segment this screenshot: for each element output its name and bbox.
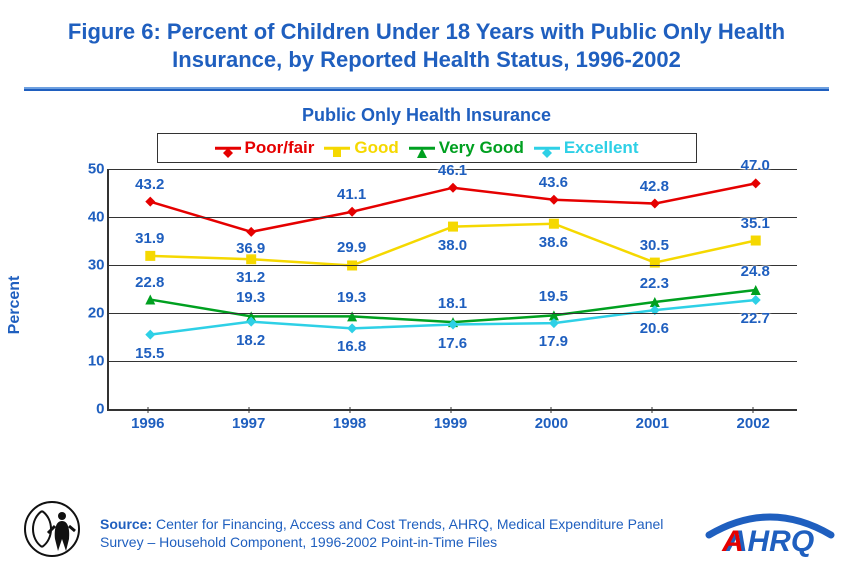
data-label: 15.5 bbox=[135, 345, 164, 362]
data-label: 17.9 bbox=[539, 333, 568, 350]
chart-subtitle: Public Only Health Insurance bbox=[0, 105, 853, 126]
data-label: 38.6 bbox=[539, 234, 568, 251]
y-tick: 30 bbox=[71, 257, 105, 274]
legend-swatch bbox=[215, 141, 241, 155]
data-label: 18.1 bbox=[438, 295, 467, 312]
source-text: Center for Financing, Access and Cost Tr… bbox=[100, 516, 663, 550]
data-label: 36.9 bbox=[236, 240, 265, 257]
data-label: 31.9 bbox=[135, 230, 164, 247]
svg-text:A: A bbox=[721, 525, 744, 558]
data-label: 22.7 bbox=[741, 310, 770, 327]
x-tick: 2002 bbox=[723, 415, 783, 432]
y-tick: 40 bbox=[71, 209, 105, 226]
data-label: 46.1 bbox=[438, 162, 467, 179]
y-axis-label: Percent bbox=[6, 276, 24, 335]
legend-swatch bbox=[534, 141, 560, 155]
data-label: 47.0 bbox=[741, 157, 770, 174]
data-label: 19.3 bbox=[337, 289, 366, 306]
data-label: 43.6 bbox=[539, 174, 568, 191]
data-label: 22.3 bbox=[640, 275, 669, 292]
legend-label: Very Good bbox=[439, 138, 524, 158]
figure-title: Figure 6: Percent of Children Under 18 Y… bbox=[40, 18, 813, 73]
x-tick: 1996 bbox=[118, 415, 178, 432]
grid-line bbox=[109, 265, 797, 266]
data-label: 19.5 bbox=[539, 288, 568, 305]
data-label: 19.3 bbox=[236, 289, 265, 306]
y-tick: 0 bbox=[71, 401, 105, 418]
data-label: 17.6 bbox=[438, 335, 467, 352]
hhs-logo bbox=[22, 499, 82, 559]
legend-label: Good bbox=[354, 138, 398, 158]
legend-swatch bbox=[409, 141, 435, 155]
data-label: 43.2 bbox=[135, 176, 164, 193]
y-tick: 20 bbox=[71, 305, 105, 322]
source-citation: Source: Center for Financing, Access and… bbox=[100, 516, 693, 551]
x-tick: 2001 bbox=[622, 415, 682, 432]
data-label: 41.1 bbox=[337, 186, 366, 203]
x-tick: 1998 bbox=[320, 415, 380, 432]
data-label: 29.9 bbox=[337, 239, 366, 256]
legend-item: Excellent bbox=[534, 138, 639, 158]
chart: Percent 0102030405043.236.941.146.143.64… bbox=[47, 165, 807, 445]
data-label: 18.2 bbox=[236, 332, 265, 349]
data-label: 24.8 bbox=[741, 263, 770, 280]
data-label: 22.8 bbox=[135, 274, 164, 291]
legend-item: Poor/fair bbox=[215, 138, 315, 158]
plot-area: 0102030405043.236.941.146.143.642.847.03… bbox=[107, 169, 797, 411]
legend: Poor/fair Good Very Good Excellent bbox=[157, 133, 697, 163]
x-tick: 1997 bbox=[219, 415, 279, 432]
title-rule bbox=[24, 87, 829, 91]
data-label: 16.8 bbox=[337, 338, 366, 355]
data-label: 20.6 bbox=[640, 320, 669, 337]
x-tick: 2000 bbox=[521, 415, 581, 432]
x-axis-ticks: 1996 1997 1998 1999 2000 2001 2002 bbox=[107, 415, 797, 439]
y-tick: 10 bbox=[71, 353, 105, 370]
ahrq-logo: AHRQ A bbox=[705, 505, 835, 559]
x-tick: 1999 bbox=[421, 415, 481, 432]
y-tick: 50 bbox=[71, 161, 105, 178]
data-label: 30.5 bbox=[640, 237, 669, 254]
grid-line bbox=[109, 217, 797, 218]
data-label: 35.1 bbox=[741, 215, 770, 232]
data-label: 38.0 bbox=[438, 237, 467, 254]
legend-item: Very Good bbox=[409, 138, 524, 158]
data-label: 31.2 bbox=[236, 269, 265, 286]
legend-swatch bbox=[324, 141, 350, 155]
grid-line bbox=[109, 313, 797, 314]
legend-label: Excellent bbox=[564, 138, 639, 158]
plot-svg bbox=[109, 169, 797, 409]
grid-line bbox=[109, 361, 797, 362]
legend-label: Poor/fair bbox=[245, 138, 315, 158]
source-label: Source: bbox=[100, 516, 152, 532]
legend-item: Good bbox=[324, 138, 398, 158]
data-label: 42.8 bbox=[640, 178, 669, 195]
